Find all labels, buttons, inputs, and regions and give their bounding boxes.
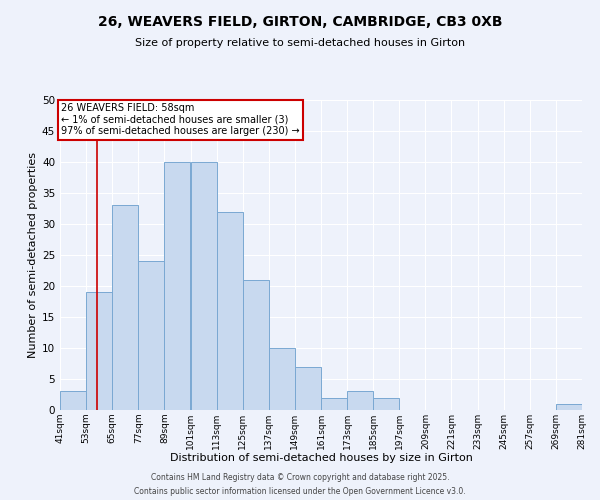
- Bar: [164, 162, 190, 410]
- Text: Size of property relative to semi-detached houses in Girton: Size of property relative to semi-detach…: [135, 38, 465, 48]
- Text: Contains public sector information licensed under the Open Government Licence v3: Contains public sector information licen…: [134, 486, 466, 496]
- Text: Contains HM Land Registry data © Crown copyright and database right 2025.: Contains HM Land Registry data © Crown c…: [151, 473, 449, 482]
- Bar: [321, 398, 347, 410]
- Bar: [86, 292, 112, 410]
- Bar: [60, 392, 86, 410]
- Bar: [373, 398, 400, 410]
- X-axis label: Distribution of semi-detached houses by size in Girton: Distribution of semi-detached houses by …: [170, 454, 472, 464]
- Bar: [269, 348, 295, 410]
- Text: 26, WEAVERS FIELD, GIRTON, CAMBRIDGE, CB3 0XB: 26, WEAVERS FIELD, GIRTON, CAMBRIDGE, CB…: [98, 15, 502, 29]
- Bar: [242, 280, 269, 410]
- Bar: [217, 212, 242, 410]
- Bar: [347, 392, 373, 410]
- Bar: [556, 404, 582, 410]
- Bar: [139, 261, 164, 410]
- Text: 26 WEAVERS FIELD: 58sqm
← 1% of semi-detached houses are smaller (3)
97% of semi: 26 WEAVERS FIELD: 58sqm ← 1% of semi-det…: [61, 103, 300, 136]
- Bar: [112, 206, 139, 410]
- Bar: [191, 162, 217, 410]
- Bar: [295, 366, 321, 410]
- Y-axis label: Number of semi-detached properties: Number of semi-detached properties: [28, 152, 38, 358]
